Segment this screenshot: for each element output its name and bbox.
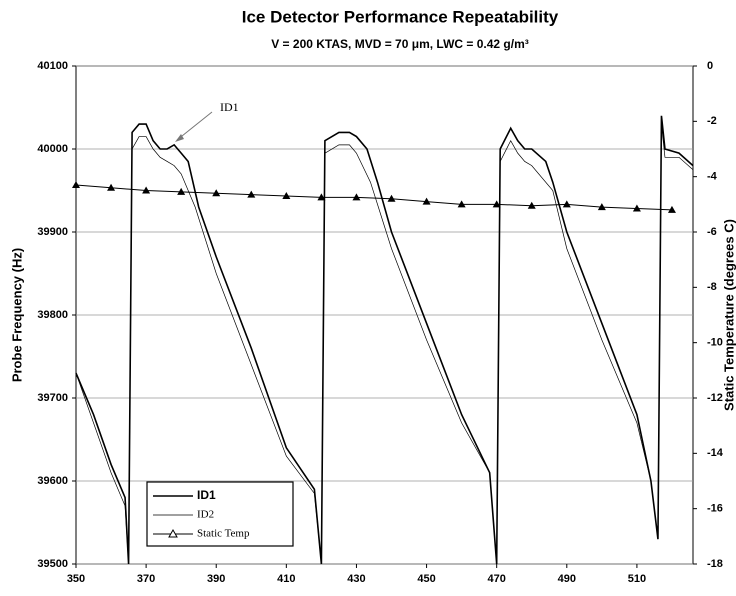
marker bbox=[317, 193, 326, 201]
marker bbox=[632, 204, 641, 212]
series-line bbox=[75, 184, 672, 211]
x-tick-label: 350 bbox=[67, 573, 85, 585]
marker bbox=[422, 197, 431, 205]
marker bbox=[177, 187, 186, 195]
y2-tick-label: -16 bbox=[707, 503, 723, 515]
legend-marker bbox=[168, 528, 178, 538]
y-tick-label: 39500 bbox=[37, 558, 68, 570]
legend-label: Static Temp bbox=[197, 528, 250, 540]
chart-title: Ice Detector Performance Repeatability bbox=[242, 7, 559, 26]
x-tick-label: 430 bbox=[347, 573, 365, 585]
marker bbox=[352, 193, 361, 201]
marker bbox=[562, 200, 571, 208]
x-tick-label: 390 bbox=[207, 573, 225, 585]
y2-tick-label: -8 bbox=[707, 281, 717, 293]
marker bbox=[212, 189, 221, 197]
y-axis-label: Probe Frequency (Hz) bbox=[9, 248, 24, 382]
marker bbox=[107, 183, 116, 191]
x-tick-label: 410 bbox=[277, 573, 295, 585]
x-tick-label: 510 bbox=[628, 573, 646, 585]
annotation: ID1 bbox=[220, 100, 239, 114]
marker bbox=[142, 186, 151, 194]
y2-tick-label: -18 bbox=[707, 558, 723, 570]
x-tick-label: 470 bbox=[488, 573, 506, 585]
y2-tick-label: 0 bbox=[707, 60, 713, 72]
y-tick-label: 40100 bbox=[37, 60, 68, 72]
y2-tick-label: -10 bbox=[707, 337, 723, 349]
series-line bbox=[75, 115, 694, 565]
legend-label: ID2 bbox=[197, 509, 214, 521]
marker bbox=[72, 180, 80, 188]
y-tick-label: 39700 bbox=[37, 392, 68, 404]
marker bbox=[492, 200, 501, 208]
y2-axis-label: Static Temperature (degrees C) bbox=[721, 219, 736, 411]
y2-tick-label: -14 bbox=[707, 447, 724, 459]
marker bbox=[527, 201, 536, 209]
series-line bbox=[75, 124, 694, 565]
y-tick-label: 39600 bbox=[37, 475, 68, 487]
y2-tick-label: -6 bbox=[707, 226, 717, 238]
marker bbox=[247, 190, 256, 198]
x-tick-label: 370 bbox=[137, 573, 155, 585]
marker bbox=[457, 200, 466, 208]
legend-label: ID1 bbox=[197, 488, 216, 502]
y2-tick-label: -2 bbox=[707, 115, 717, 127]
y-tick-label: 39800 bbox=[37, 309, 68, 321]
x-tick-label: 490 bbox=[558, 573, 576, 585]
y-tick-label: 39900 bbox=[37, 226, 68, 238]
y2-tick-label: -4 bbox=[707, 171, 718, 183]
annotation-arrow bbox=[176, 111, 213, 141]
y-tick-label: 40000 bbox=[37, 143, 68, 155]
y2-tick-label: -12 bbox=[707, 392, 723, 404]
marker bbox=[597, 203, 606, 211]
annotation-arrowhead bbox=[175, 134, 184, 142]
marker bbox=[282, 192, 291, 200]
marker bbox=[387, 194, 396, 202]
marker bbox=[667, 205, 676, 213]
x-tick-label: 450 bbox=[417, 573, 435, 585]
chart-subtitle: V = 200 KTAS, MVD = 70 μm, LWC = 0.42 g/… bbox=[271, 37, 529, 51]
